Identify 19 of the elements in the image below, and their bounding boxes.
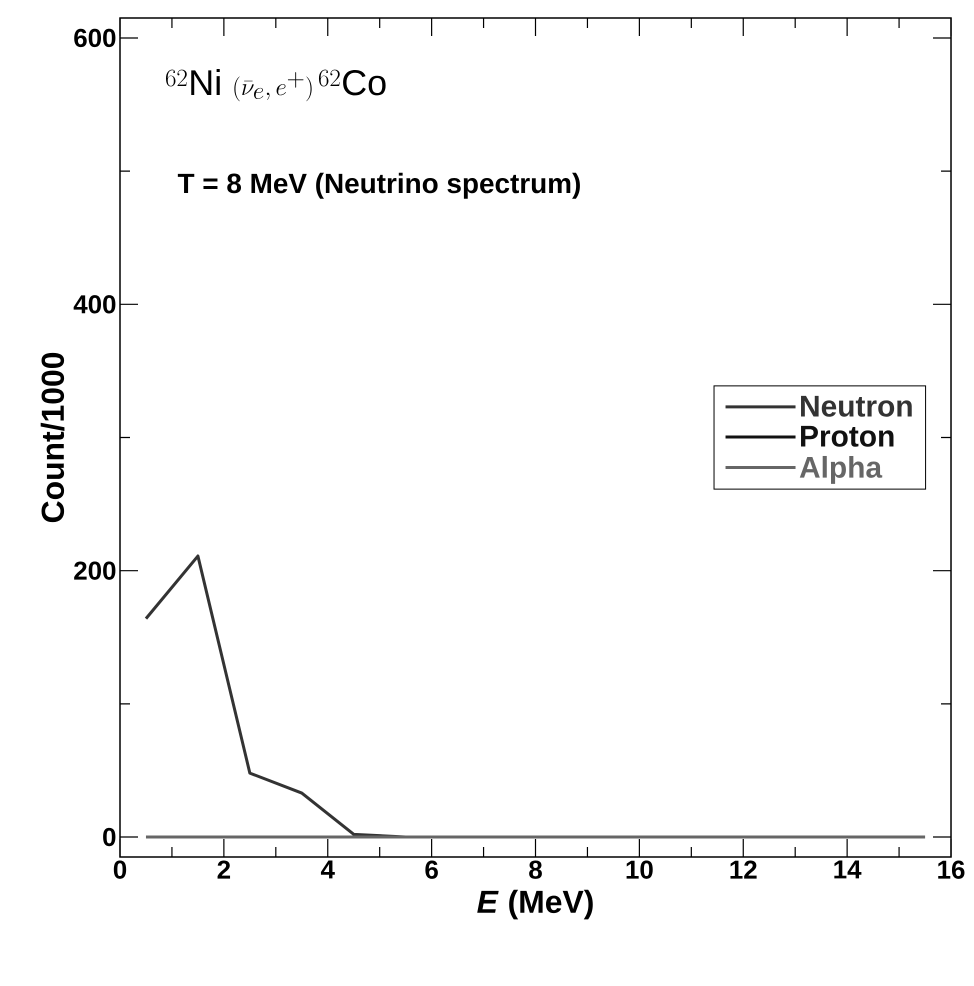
x-tick-label: 4 [320,860,335,878]
x-tick-label: 14 [834,860,862,878]
y-tick-label: 400 [74,295,116,314]
x-tick-label: 10 [626,860,653,879]
x-tick-label: 2 [218,860,230,879]
y-tick-label: 600 [74,28,116,48]
text: T = 8 MeV (Neutrino spectrum) [178,172,580,199]
x-axis-title: E (MeV) [477,890,593,920]
y-tick-label: 0 [103,828,116,846]
y-tick-label: 200 [74,561,116,580]
x-tick-label: 6 [425,860,438,879]
y-axis-title: Count/1000 [40,352,64,522]
x-tick-label: 16 [938,860,964,879]
legend-label: Alpha [800,456,882,484]
x-tick-label: 8 [529,860,542,879]
legend-label: Proton [801,426,894,447]
text: $^{62}\mathrm{Ni}\ (\bar{\nu}_e,e^{+})\,^{62}\mathrm{Co}$ [166,69,386,102]
x-tick-label: 12 [730,860,757,879]
legend-label: Neutron [801,396,912,417]
